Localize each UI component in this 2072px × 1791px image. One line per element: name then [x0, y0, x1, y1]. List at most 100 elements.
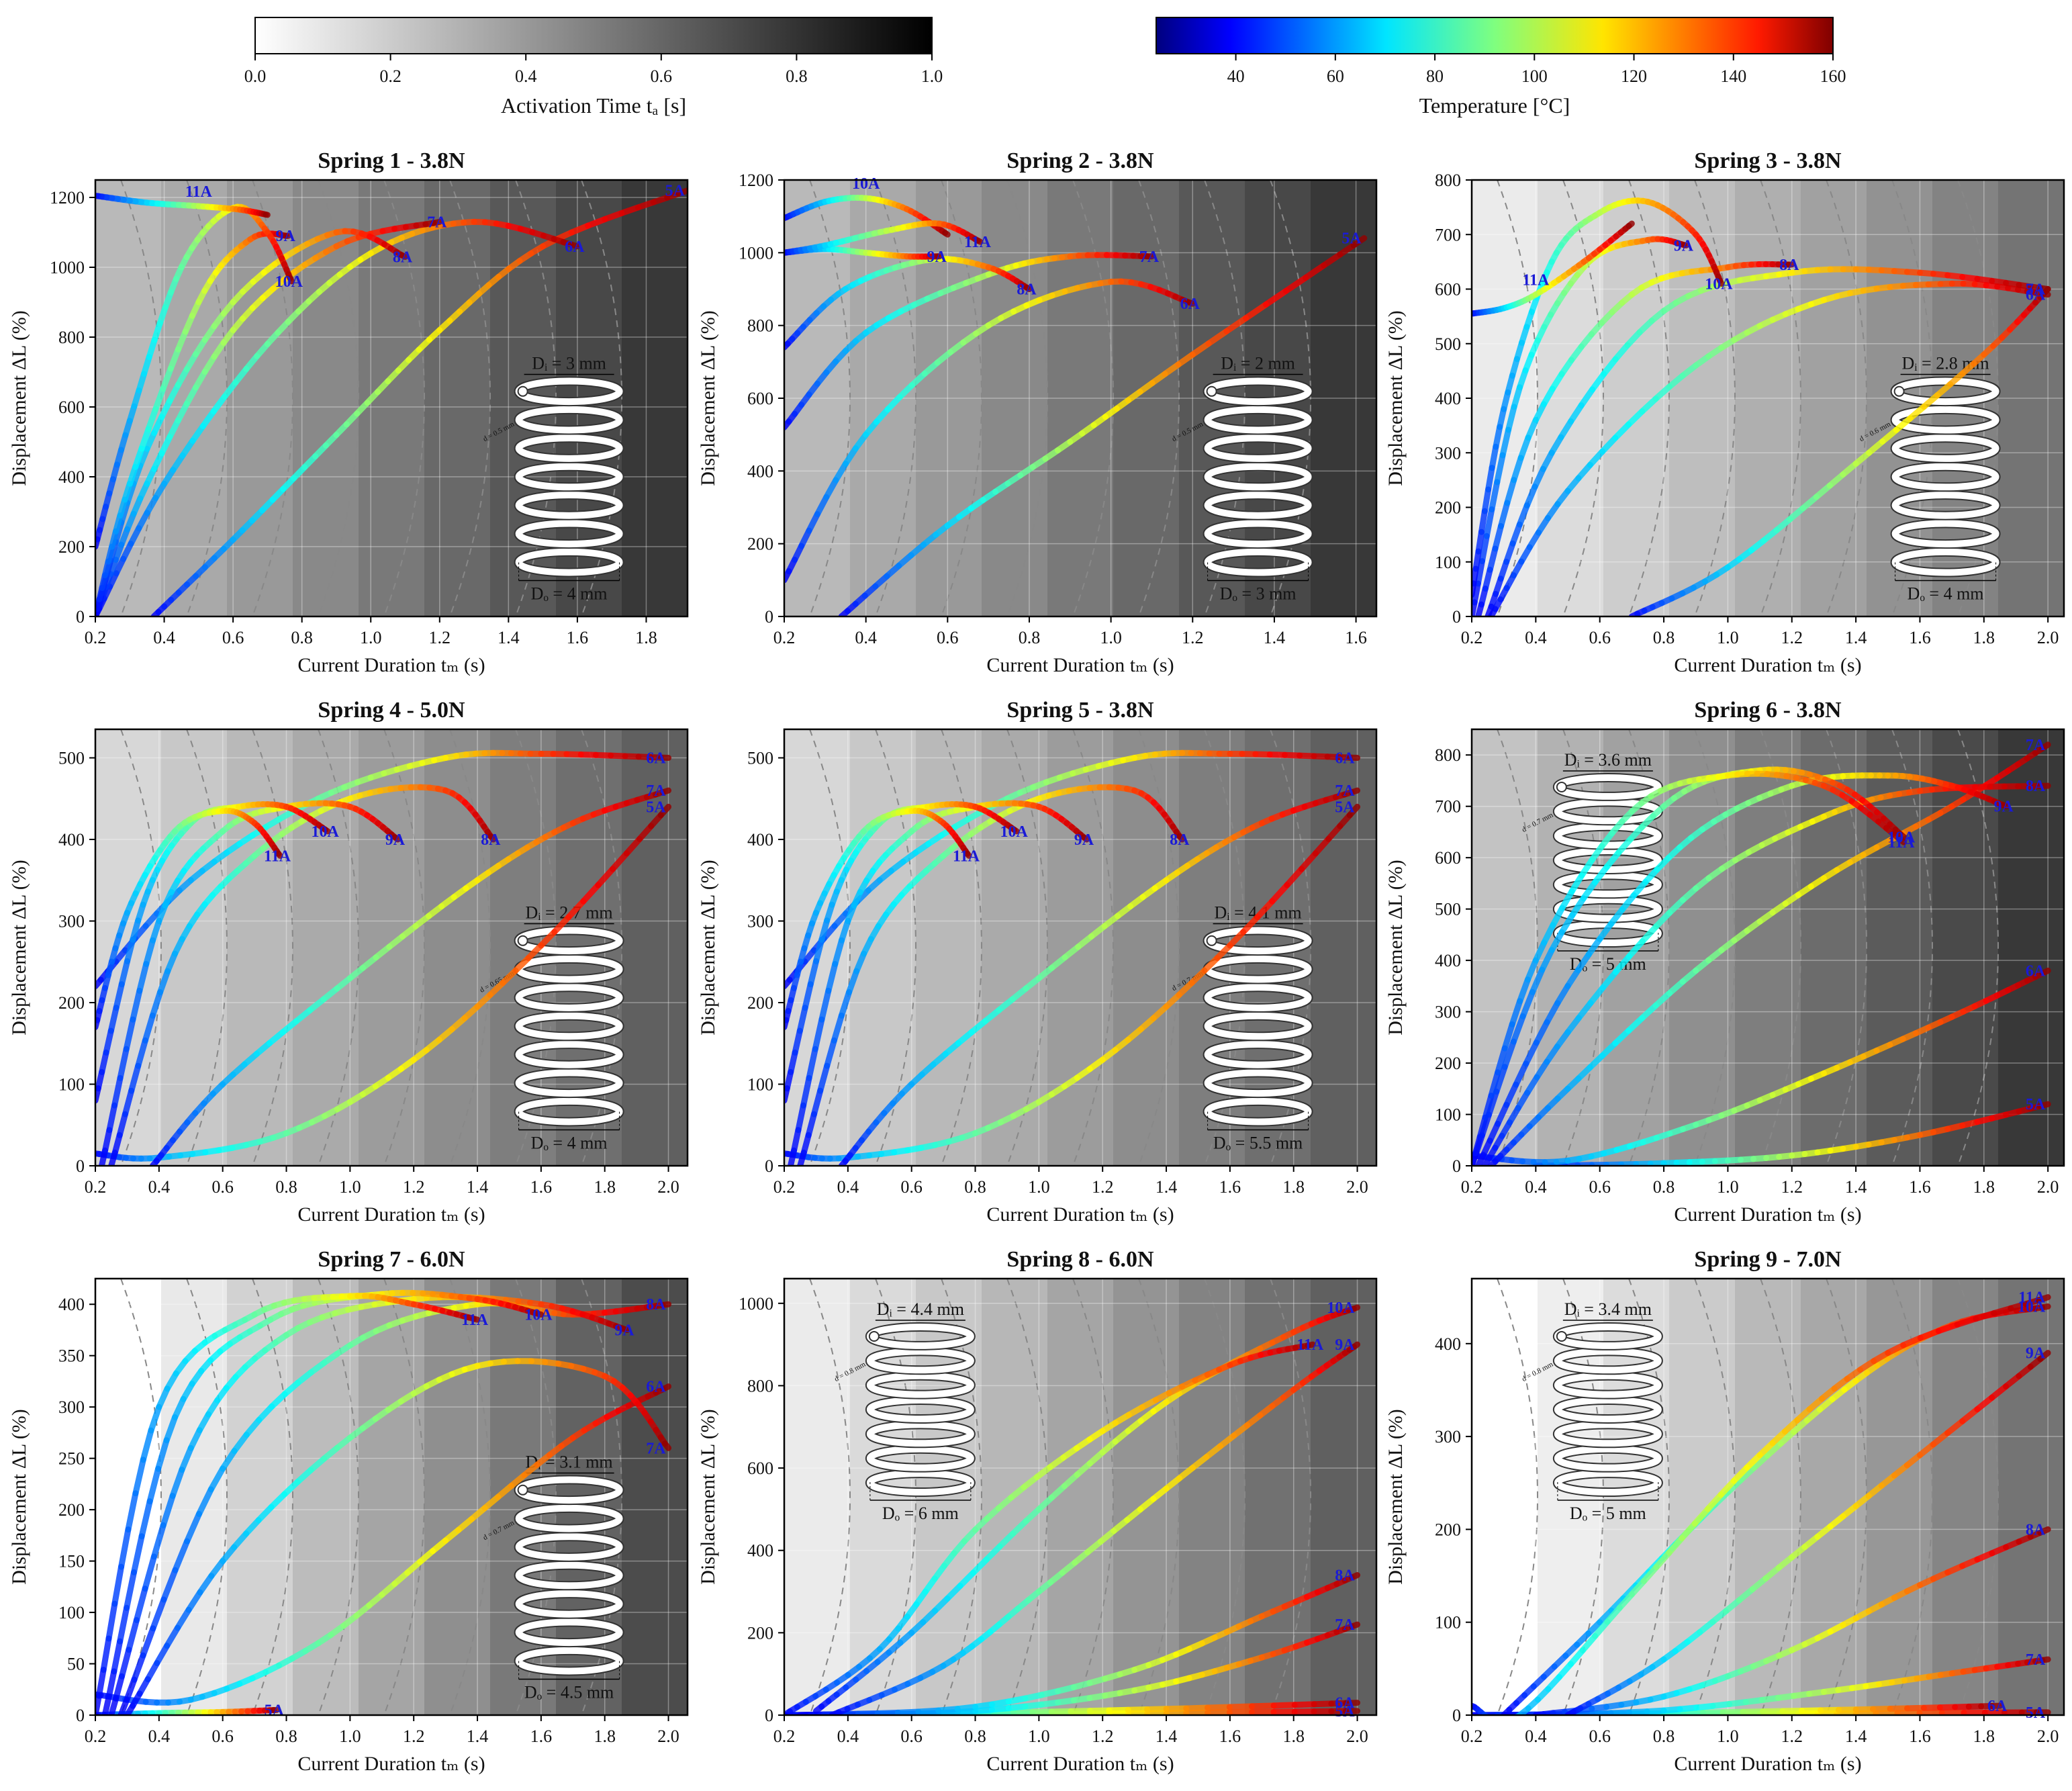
inner-diameter-label: Dᵢ = 4.4 mm [877, 1299, 964, 1319]
y-axis-label: Displacement ΔL (%) [1384, 860, 1407, 1035]
x-tick-label: 2.0 [657, 1727, 679, 1746]
x-tick-label: 1.4 [467, 1727, 489, 1746]
x-tick-label: 1.8 [1282, 1727, 1305, 1746]
x-tick-label: 2.0 [1346, 1177, 1368, 1197]
outer-diameter-label: Dₒ = 4 mm [531, 584, 608, 604]
x-tick-label: 1.6 [530, 1727, 553, 1746]
curve-label-11A: 11A [964, 234, 992, 251]
curve-label-8A: 8A [2026, 778, 2046, 795]
x-axis-label: Current Duration tₘ (s) [986, 1753, 1174, 1775]
curve-label-7A: 7A [2026, 737, 2046, 754]
y-axis-label: Displacement ΔL (%) [8, 1409, 30, 1584]
curve-label-11A: 11A [461, 1312, 489, 1329]
x-tick-label: 0.4 [1525, 1727, 1547, 1746]
curve-label-6A: 6A [1987, 1698, 2008, 1715]
curve-segment [1489, 468, 1493, 490]
x-tick-label: 1.6 [1909, 628, 1931, 647]
y-tick-label: 0 [1452, 1706, 1461, 1725]
x-tick-label: 0.4 [837, 1727, 859, 1746]
curve-label-7A: 7A [1335, 1616, 1355, 1634]
x-tick-label: 1.8 [1973, 628, 1995, 647]
temperature-colorbar-label: Temperature [°C] [1419, 93, 1570, 118]
curve-label-5A: 5A [665, 183, 686, 200]
x-tick-label: 1.6 [1345, 628, 1367, 647]
curve-label-11A: 11A [185, 183, 213, 201]
curve-label-8A: 8A [646, 1296, 666, 1314]
curve-label-8A: 8A [1779, 257, 1799, 274]
x-tick-label: 0.8 [291, 628, 313, 647]
y-tick-label: 500 [1435, 334, 1461, 354]
y-tick-label: 600 [1435, 280, 1461, 300]
y-tick-label: 300 [58, 912, 85, 931]
y-tick-label: 800 [747, 1376, 773, 1395]
activation-colorbar-tick-label: 1.0 [921, 66, 943, 86]
curve-label-7A: 7A [2026, 1651, 2046, 1669]
curve-label-6A: 6A [646, 750, 666, 768]
y-tick-label: 0 [76, 1706, 85, 1725]
activation-band [850, 729, 916, 1166]
activation-band [359, 1279, 425, 1715]
temperature-colorbar-tick-label: 60 [1327, 66, 1344, 86]
y-tick-label: 200 [1435, 1520, 1461, 1539]
curve-label-9A: 9A [2026, 1345, 2046, 1363]
panel-title: Spring 8 - 6.0N [1006, 1247, 1154, 1272]
x-tick-label: 0.6 [222, 628, 244, 647]
activation-band [1113, 1279, 1180, 1715]
outer-diameter-label: Dₒ = 5 mm [1570, 1504, 1646, 1523]
activation-band [227, 180, 293, 616]
y-tick-label: 500 [58, 749, 85, 768]
y-tick-label: 100 [747, 1075, 773, 1095]
y-tick-label: 500 [747, 749, 773, 768]
y-tick-label: 200 [1435, 498, 1461, 518]
x-tick-label: 1.0 [1717, 1727, 1739, 1746]
inner-diameter-label: Dᵢ = 3.4 mm [1564, 1299, 1652, 1319]
y-tick-label: 200 [747, 1623, 773, 1643]
curve-label-11A: 11A [953, 847, 980, 865]
x-axis-label: Current Duration tₘ (s) [297, 1753, 485, 1775]
y-tick-label: 200 [747, 993, 773, 1013]
y-tick-label: 150 [58, 1552, 85, 1571]
x-tick-label: 1.8 [594, 1177, 616, 1197]
inner-diameter-label: Dᵢ = 3.6 mm [1564, 750, 1652, 770]
x-tick-label: 0.4 [1525, 628, 1547, 647]
x-tick-label: 0.8 [275, 1727, 297, 1746]
x-tick-label: 0.2 [1461, 628, 1483, 647]
y-tick-label: 400 [58, 1295, 85, 1314]
x-tick-label: 0.8 [1653, 1727, 1675, 1746]
x-tick-label: 0.4 [855, 628, 877, 647]
panel-title: Spring 7 - 6.0N [318, 1247, 465, 1272]
x-tick-label: 0.4 [837, 1177, 859, 1197]
y-tick-label: 200 [58, 993, 85, 1013]
x-tick-label: 0.6 [937, 628, 959, 647]
y-tick-label: 1200 [739, 171, 773, 190]
temperature-colorbar-tick-label: 40 [1227, 66, 1245, 86]
curve-segment [1489, 1718, 1493, 1720]
panel-title: Spring 3 - 3.8N [1694, 148, 1842, 173]
curve-label-9A: 9A [1994, 798, 2014, 816]
wire-cross-section [518, 387, 528, 396]
curve-label-11A: 11A [264, 847, 291, 865]
y-tick-label: 400 [747, 830, 773, 849]
y-tick-label: 700 [1435, 225, 1461, 244]
x-axis-label: Current Duration tₘ (s) [297, 1203, 485, 1226]
x-tick-label: 1.2 [1092, 1727, 1114, 1746]
x-tick-label: 0.8 [1653, 1177, 1675, 1197]
curve-label-9A: 9A [385, 831, 406, 849]
outer-diameter-label: Dₒ = 4.5 mm [524, 1683, 614, 1702]
curve-label-10A: 10A [1705, 275, 1733, 293]
activation-band [622, 1279, 688, 1715]
temperature-colorbar-tick-label: 100 [1521, 66, 1548, 86]
x-tick-label: 0.6 [900, 1727, 923, 1746]
x-axis-label: Current Duration tₘ (s) [986, 1203, 1174, 1226]
curve-segment [878, 1712, 898, 1713]
y-tick-label: 50 [67, 1655, 85, 1674]
y-tick-label: 300 [1435, 443, 1461, 463]
